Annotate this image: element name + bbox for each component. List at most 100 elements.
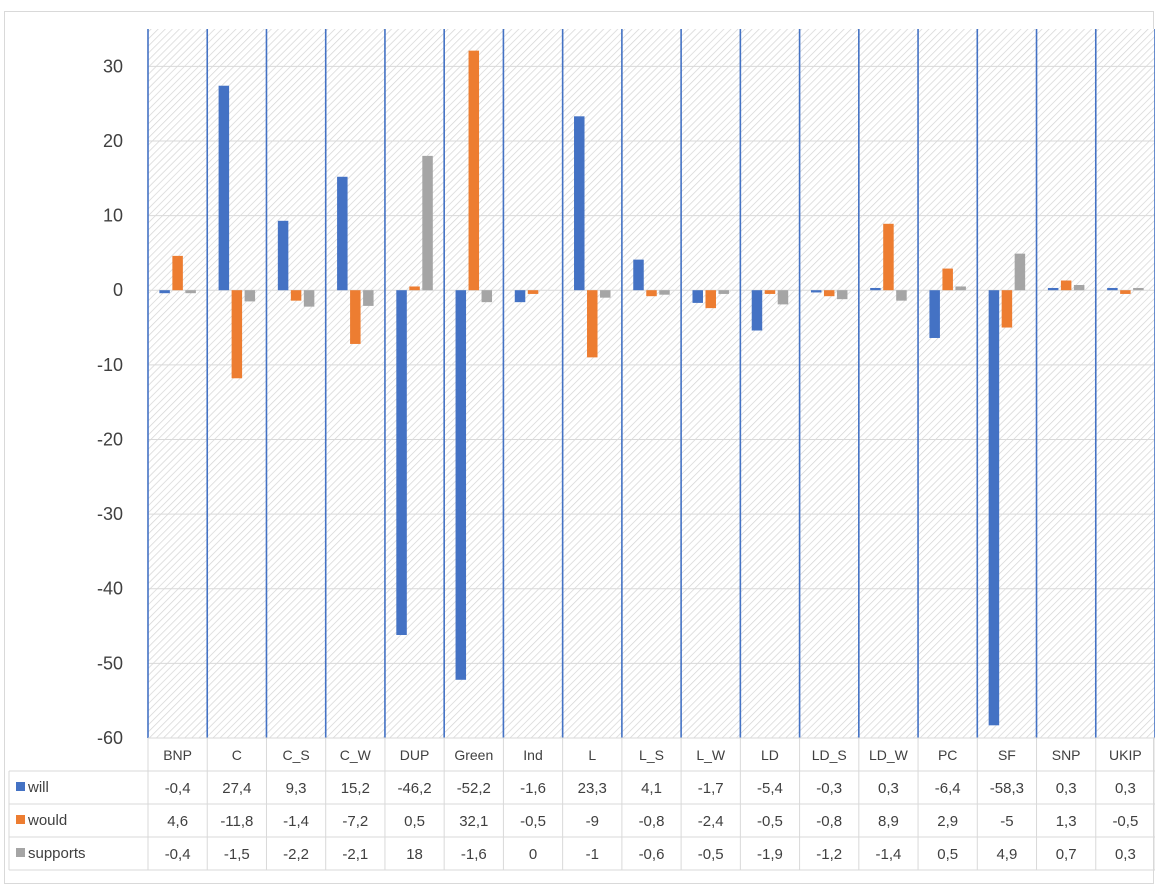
bar-will-pc xyxy=(929,290,940,338)
bar-would-bnp xyxy=(172,255,183,291)
category-label: DUP xyxy=(400,747,430,763)
table-cell-would: -1,4 xyxy=(283,813,309,830)
category-label: PC xyxy=(938,747,957,763)
category-label: C_W xyxy=(340,747,372,763)
table-cell-supports: -0,6 xyxy=(639,846,665,863)
y-tick-label: -40 xyxy=(97,579,123,599)
bar-supports-l-w xyxy=(718,290,729,294)
plot-area xyxy=(148,29,1155,738)
category-label: BNP xyxy=(163,747,192,763)
bar-supports-ukip xyxy=(1133,287,1144,291)
bar-supports-snp xyxy=(1073,284,1085,291)
table-cell-supports: -2,1 xyxy=(342,846,368,863)
table-cell-supports: -1,4 xyxy=(876,846,902,863)
table-cell-would: -2,4 xyxy=(698,813,724,830)
category-label: LD xyxy=(761,747,779,763)
bar-supports-green xyxy=(481,290,493,303)
table-cell-supports: -0,5 xyxy=(698,846,724,863)
table-cell-would: 2,9 xyxy=(937,813,958,830)
bar-will-l xyxy=(574,116,585,291)
bar-would-l xyxy=(587,290,598,358)
bar-supports-c-s xyxy=(303,290,315,307)
table-cell-supports: -1,6 xyxy=(461,846,487,863)
table-cell-would: -7,2 xyxy=(342,813,368,830)
table-cell-supports: -1,2 xyxy=(816,846,842,863)
bar-supports-l-s xyxy=(659,290,670,295)
table-cell-supports: -1 xyxy=(586,846,599,863)
table-cell-supports: -1,5 xyxy=(224,846,250,863)
table-cell-would: -0,5 xyxy=(1112,813,1138,830)
y-tick-label: -20 xyxy=(97,429,123,449)
table-cell-will: 9,3 xyxy=(286,780,307,797)
table-cell-will: -1,7 xyxy=(698,780,724,797)
bar-will-sf xyxy=(988,290,1000,726)
table-cell-supports: 0,3 xyxy=(1115,846,1136,863)
table-cell-will: 23,3 xyxy=(578,780,607,797)
table-cell-would: 32,1 xyxy=(459,813,488,830)
y-tick-label: -10 xyxy=(97,355,123,375)
bar-supports-sf xyxy=(1014,253,1026,291)
category-label: LD_S xyxy=(812,747,847,763)
table-cell-would: 1,3 xyxy=(1056,813,1077,830)
table-cell-would: 8,9 xyxy=(878,813,899,830)
category-label: LD_W xyxy=(869,747,909,763)
bar-would-sf xyxy=(1001,290,1013,328)
table-cell-will: 27,4 xyxy=(222,780,251,797)
table-cell-will: -0,4 xyxy=(165,780,191,797)
bar-will-snp xyxy=(1047,287,1059,291)
legend-label-will: will xyxy=(27,779,49,796)
bar-will-l-w xyxy=(692,290,703,303)
table-cell-would: -0,5 xyxy=(757,813,783,830)
bar-would-c xyxy=(231,290,243,379)
legend-swatch-would xyxy=(16,815,25,824)
table-cell-supports: -1,9 xyxy=(757,846,783,863)
legend-swatch-supports xyxy=(16,848,25,857)
bar-will-l-s xyxy=(633,259,644,291)
category-label: C xyxy=(232,747,242,763)
category-label: L_S xyxy=(639,747,664,763)
bar-will-green xyxy=(455,290,467,680)
table-cell-will: 0,3 xyxy=(1056,780,1077,797)
table-cell-will: -58,3 xyxy=(990,780,1024,797)
y-tick-label: 0 xyxy=(113,280,123,300)
bar-would-ld xyxy=(764,290,776,294)
table-cell-will: -0,3 xyxy=(816,780,842,797)
table-cell-would: -0,8 xyxy=(816,813,842,830)
table-cell-will: -52,2 xyxy=(457,780,491,797)
table-cell-supports: -0,4 xyxy=(165,846,191,863)
y-tick-label: -60 xyxy=(97,728,123,748)
category-label: UKIP xyxy=(1109,747,1142,763)
table-cell-will: 15,2 xyxy=(341,780,370,797)
table-cell-supports: 0 xyxy=(529,846,537,863)
bar-will-dup xyxy=(396,290,407,636)
bar-will-ld-s xyxy=(810,290,822,293)
table-cell-would: -0,5 xyxy=(520,813,546,830)
bar-will-c-s xyxy=(277,220,289,291)
bar-supports-dup xyxy=(422,155,433,291)
table-cell-would: 0,5 xyxy=(404,813,425,830)
bar-will-ld xyxy=(751,290,763,331)
bar-would-ukip xyxy=(1120,290,1131,294)
bar-supports-ld xyxy=(777,290,789,305)
table-cell-will: -5,4 xyxy=(757,780,783,797)
table-cell-supports: 4,9 xyxy=(996,846,1017,863)
table-cell-will: -46,2 xyxy=(397,780,431,797)
bar-would-dup xyxy=(409,286,420,291)
bar-would-snp xyxy=(1060,280,1072,291)
table-cell-supports: 0,7 xyxy=(1056,846,1077,863)
bar-would-c-s xyxy=(290,290,302,301)
bar-will-ld-w xyxy=(870,287,881,291)
category-label: SF xyxy=(998,747,1016,763)
bar-would-ind xyxy=(527,290,539,294)
bar-would-l-w xyxy=(705,290,716,309)
table-cell-would: -0,8 xyxy=(639,813,665,830)
bar-would-l-s xyxy=(646,290,657,297)
legend-label-supports: supports xyxy=(28,845,86,862)
bar-supports-c xyxy=(244,290,256,302)
table-cell-would: -11,8 xyxy=(220,813,253,830)
y-tick-label: -30 xyxy=(97,504,123,524)
category-label: C_S xyxy=(282,747,309,763)
bar-would-ld-w xyxy=(883,223,894,291)
table-cell-would: -5 xyxy=(1000,813,1013,830)
bar-would-c-w xyxy=(350,290,361,344)
